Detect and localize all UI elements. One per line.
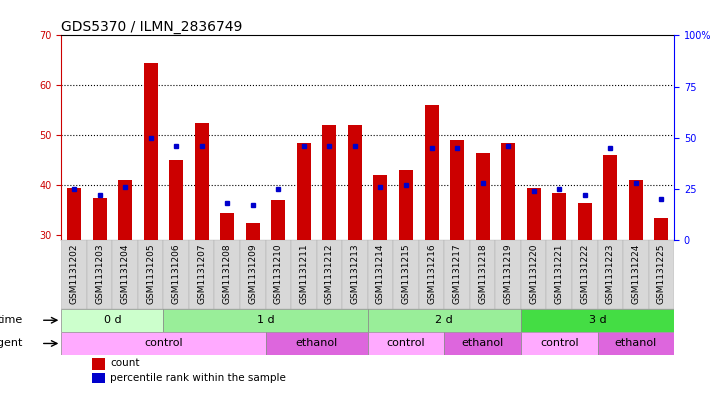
Bar xyxy=(246,223,260,240)
Bar xyxy=(521,309,674,332)
Text: control: control xyxy=(386,338,425,349)
Bar xyxy=(61,309,164,332)
Text: ethanol: ethanol xyxy=(296,338,337,349)
Bar xyxy=(419,240,444,309)
Text: GSM1131206: GSM1131206 xyxy=(172,244,181,304)
Text: 3 d: 3 d xyxy=(589,315,606,325)
Bar xyxy=(265,240,291,309)
Text: GSM1131218: GSM1131218 xyxy=(478,244,487,304)
Text: GSM1131211: GSM1131211 xyxy=(299,244,309,304)
Bar xyxy=(92,373,105,383)
Text: GSM1131216: GSM1131216 xyxy=(427,244,436,304)
Text: GSM1131215: GSM1131215 xyxy=(402,244,410,304)
Bar xyxy=(368,332,444,355)
Text: GSM1131209: GSM1131209 xyxy=(248,244,257,304)
Bar xyxy=(623,240,649,309)
Text: time: time xyxy=(0,315,23,325)
Bar xyxy=(348,125,362,240)
Bar xyxy=(629,180,643,240)
Text: GSM1131223: GSM1131223 xyxy=(606,244,615,304)
Bar xyxy=(220,213,234,240)
Text: GSM1131217: GSM1131217 xyxy=(453,244,461,304)
Bar xyxy=(425,105,438,240)
Bar xyxy=(578,203,592,240)
Text: count: count xyxy=(110,358,140,369)
Bar xyxy=(450,140,464,240)
Bar xyxy=(470,240,495,309)
Bar xyxy=(444,240,470,309)
Text: GSM1131213: GSM1131213 xyxy=(350,244,360,304)
Bar xyxy=(368,309,521,332)
Text: 1 d: 1 d xyxy=(257,315,275,325)
Bar xyxy=(649,240,674,309)
Text: control: control xyxy=(144,338,182,349)
Text: GSM1131220: GSM1131220 xyxy=(529,244,538,304)
Text: GSM1131224: GSM1131224 xyxy=(632,244,640,304)
Bar xyxy=(393,240,419,309)
Bar xyxy=(322,125,337,240)
Text: ethanol: ethanol xyxy=(461,338,504,349)
Text: GSM1131207: GSM1131207 xyxy=(198,244,206,304)
Bar xyxy=(291,240,317,309)
Text: GSM1131214: GSM1131214 xyxy=(376,244,385,304)
Text: GSM1131221: GSM1131221 xyxy=(554,244,564,304)
Text: ethanol: ethanol xyxy=(615,338,657,349)
Bar xyxy=(195,123,209,240)
Bar xyxy=(92,358,105,369)
Bar xyxy=(521,332,598,355)
Bar xyxy=(501,143,516,240)
Text: GSM1131219: GSM1131219 xyxy=(504,244,513,304)
Bar xyxy=(138,240,164,309)
Text: agent: agent xyxy=(0,338,23,349)
Bar xyxy=(598,240,623,309)
Bar xyxy=(61,332,265,355)
Bar xyxy=(265,332,368,355)
Bar xyxy=(373,175,387,240)
Bar xyxy=(598,332,674,355)
Bar xyxy=(317,240,342,309)
Text: 0 d: 0 d xyxy=(104,315,121,325)
Bar xyxy=(399,170,413,240)
Bar xyxy=(297,143,311,240)
Bar xyxy=(61,240,87,309)
Bar xyxy=(495,240,521,309)
Text: GSM1131203: GSM1131203 xyxy=(95,244,104,304)
Bar xyxy=(655,218,668,240)
Bar xyxy=(164,309,368,332)
Bar xyxy=(368,240,393,309)
Bar xyxy=(215,240,240,309)
Bar xyxy=(526,188,541,240)
Bar xyxy=(271,200,286,240)
Bar xyxy=(476,153,490,240)
Bar xyxy=(342,240,368,309)
Bar xyxy=(572,240,598,309)
Text: 2 d: 2 d xyxy=(435,315,454,325)
Bar xyxy=(92,198,107,240)
Bar xyxy=(444,332,521,355)
Bar xyxy=(547,240,572,309)
Text: percentile rank within the sample: percentile rank within the sample xyxy=(110,373,286,383)
Bar xyxy=(143,63,158,240)
Bar xyxy=(603,155,617,240)
Bar xyxy=(521,240,547,309)
Text: GSM1131202: GSM1131202 xyxy=(69,244,79,304)
Text: GSM1131210: GSM1131210 xyxy=(274,244,283,304)
Text: GSM1131208: GSM1131208 xyxy=(223,244,231,304)
Text: GSM1131205: GSM1131205 xyxy=(146,244,155,304)
Text: GSM1131212: GSM1131212 xyxy=(325,244,334,304)
Bar xyxy=(112,240,138,309)
Text: GDS5370 / ILMN_2836749: GDS5370 / ILMN_2836749 xyxy=(61,20,243,34)
Bar xyxy=(240,240,265,309)
Text: GSM1131225: GSM1131225 xyxy=(657,244,666,304)
Bar xyxy=(189,240,215,309)
Text: control: control xyxy=(540,338,578,349)
Bar xyxy=(552,193,566,240)
Text: GSM1131222: GSM1131222 xyxy=(580,244,589,304)
Text: GSM1131204: GSM1131204 xyxy=(120,244,130,304)
Bar xyxy=(164,240,189,309)
Bar xyxy=(87,240,112,309)
Bar xyxy=(118,180,132,240)
Bar xyxy=(169,160,183,240)
Bar xyxy=(67,188,81,240)
